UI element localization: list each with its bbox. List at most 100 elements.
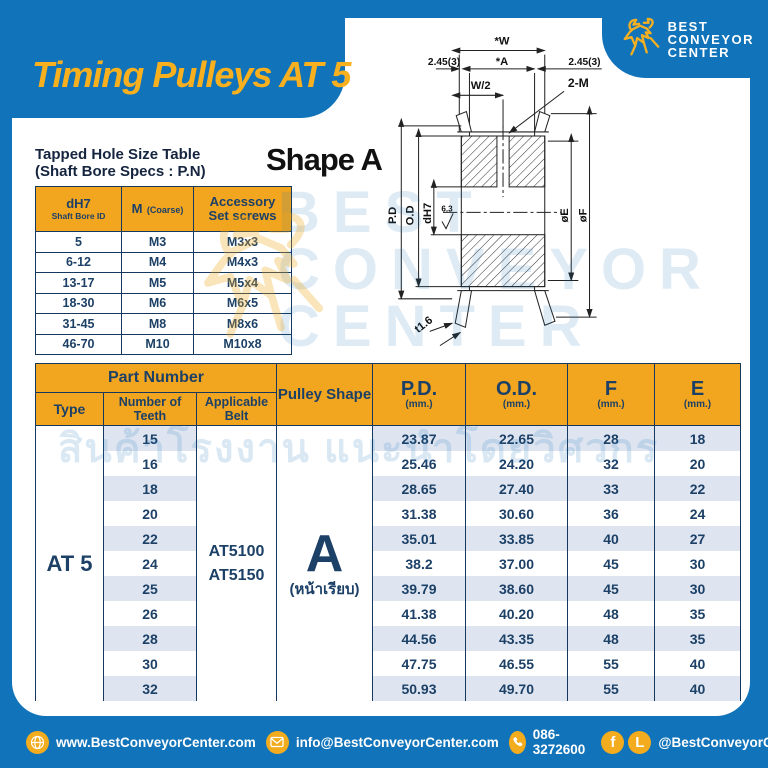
mail-icon [265, 730, 289, 754]
f-cell: 33 [567, 476, 655, 501]
e-cell: 40 [654, 651, 741, 676]
od-cell: 49.70 [465, 676, 568, 701]
cell: 46-70 [35, 333, 122, 355]
cell: M8 [121, 313, 194, 335]
tapped-col-dh7: dH7 Shaft Bore ID [35, 186, 122, 232]
logo-text: BEST CONVEYOR CENTER [667, 18, 754, 60]
f-cell: 36 [567, 501, 655, 526]
dim-f-label: øF [577, 208, 589, 222]
table-row: 28 44.56 43.35 48 35 [36, 626, 741, 651]
table-row: 30 47.75 46.55 55 40 [36, 651, 741, 676]
teeth-cell: 22 [103, 526, 197, 551]
e-header: E (mm.) [654, 363, 741, 426]
e-cell: 40 [654, 676, 741, 701]
tapped-col-m: M (Coarse) [121, 186, 194, 232]
od-cell: 22.65 [465, 425, 568, 451]
dim-thickness-label: t1.6 [413, 314, 436, 335]
dim-right-offset-label: 2.45(3) [568, 57, 600, 68]
dim-od-label: O.D [404, 205, 416, 225]
e-cell: 27 [654, 526, 741, 551]
pd-cell: 47.75 [372, 651, 466, 676]
od-cell: 24.20 [465, 451, 568, 476]
pd-cell: 41.38 [372, 601, 466, 626]
table-row: 5 M3 M3x3 [35, 231, 292, 253]
f-cell: 32 [567, 451, 655, 476]
dim-left-offset-label: 2.45(3) [428, 57, 460, 68]
f-cell: 48 [567, 601, 655, 626]
od-cell: 40.20 [465, 601, 568, 626]
pd-cell: 38.2 [372, 551, 466, 576]
cell: M4x3 [193, 251, 292, 273]
footer-website[interactable]: www.BestConveyorCenter.com [26, 730, 256, 754]
cell: M8x6 [193, 313, 292, 335]
pd-cell: 44.56 [372, 626, 466, 651]
shape-cell: A (หน้าเรียบ) [276, 425, 373, 701]
main-table-body: AT 5 15 AT5100 AT5150 A (หน้าเรียบ) 23.87 22.65… [35, 425, 741, 701]
e-cell: 20 [654, 451, 741, 476]
pd-cell: 25.46 [372, 451, 466, 476]
table-row: 46-70 M10 M10x8 [35, 333, 292, 355]
teeth-cell: 18 [103, 476, 197, 501]
line-icon[interactable]: L [628, 730, 652, 754]
pd-cell: 23.87 [372, 425, 466, 451]
cell: 5 [35, 231, 122, 253]
od-cell: 30.60 [465, 501, 568, 526]
pd-cell: 35.01 [372, 526, 466, 551]
table-row: 22 35.01 33.85 40 27 [36, 526, 741, 551]
e-cell: 22 [654, 476, 741, 501]
footer-social[interactable]: f L @BestConveyorCenter [601, 730, 768, 754]
dim-a-label: *A [496, 56, 508, 68]
bull-logo-icon [623, 17, 659, 56]
f-cell: 45 [567, 551, 655, 576]
teeth-cell: 15 [103, 425, 197, 451]
footer-email[interactable]: info@BestConveyorCenter.com [265, 730, 499, 754]
e-cell: 18 [654, 425, 741, 451]
tapped-hole-table: dH7 Shaft Bore ID M (Coarse) Accessory S… [35, 186, 292, 355]
dim-half-width-label: W/2 [471, 80, 491, 92]
table-row: 6-12 M4 M4x3 [35, 251, 292, 273]
cell: M3 [121, 231, 194, 253]
table-row: 31-45 M8 M8x6 [35, 313, 292, 335]
footer-phone-label: 086-3272600 [532, 727, 586, 757]
teeth-cell: 28 [103, 626, 197, 651]
table-row: 24 38.2 37.00 45 30 [36, 551, 741, 576]
footer-email-label: info@BestConveyorCenter.com [295, 734, 499, 750]
table-row: 18-30 M6 M6x5 [35, 292, 292, 314]
cell: 18-30 [35, 292, 122, 314]
cell: M5x4 [193, 272, 292, 294]
pd-header: P.D. (mm.) [372, 363, 466, 426]
od-cell: 38.60 [465, 576, 568, 601]
cell: M6x5 [193, 292, 292, 314]
cell: M3x3 [193, 231, 292, 253]
type-header: Type [35, 392, 104, 426]
pd-cell: 28.65 [372, 476, 466, 501]
tapped-table-body: 5 M3 M3x3 6-12 M4 M4x3 13-17 M5 M5x4 18-30 M6 M6x5 3… [35, 231, 292, 355]
teeth-cell: 32 [103, 676, 197, 701]
dim-pd-label: P.D [387, 207, 399, 224]
cell: M6 [121, 292, 194, 314]
pd-cell: 39.79 [372, 576, 466, 601]
cell: M4 [121, 251, 194, 273]
footer-social-label: @BestConveyorCenter [658, 734, 768, 750]
belt-cell: AT5100 AT5150 [196, 425, 277, 701]
table-row: 18 28.65 27.40 33 22 [36, 476, 741, 501]
table-row: 16 25.46 24.20 32 20 [36, 451, 741, 476]
facebook-icon[interactable]: f [601, 730, 625, 754]
teeth-header: Number of Teeth [103, 392, 197, 426]
od-cell: 43.35 [465, 626, 568, 651]
e-cell: 24 [654, 501, 741, 526]
cell: 13-17 [35, 272, 122, 294]
e-cell: 30 [654, 551, 741, 576]
phone-icon [508, 730, 526, 754]
footer-bar: www.BestConveyorCenter.com info@BestConv… [0, 716, 768, 768]
f-cell: 55 [567, 676, 655, 701]
e-cell: 30 [654, 576, 741, 601]
cell: M10x8 [193, 333, 292, 355]
roughness-label: 6.3 [441, 204, 453, 213]
table-row: AT 5 15 AT5100 AT5150 A (หน้าเรียบ) 23.87 22.65… [35, 425, 741, 701]
technical-drawing: *W 2.45(3) *A 2.45(3) W/2 2-M P.D O.D dH… [387, 35, 602, 347]
footer-website-label: www.BestConveyorCenter.com [56, 734, 256, 750]
footer-phone[interactable]: 086-3272600 [508, 727, 592, 757]
dim-w-label: *W [495, 35, 510, 47]
